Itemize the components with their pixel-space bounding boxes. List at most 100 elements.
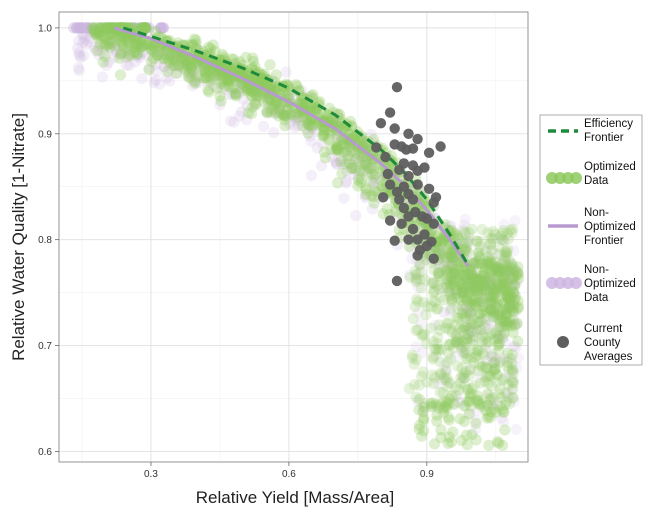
non-optimized-point xyxy=(158,61,170,73)
optimized-point xyxy=(410,324,422,337)
optimized-point xyxy=(247,52,259,64)
optimized-point xyxy=(488,334,500,346)
optimized-point xyxy=(451,312,463,324)
optimized-point xyxy=(497,270,509,282)
optimized-point xyxy=(461,332,473,344)
non-optimized-point xyxy=(445,253,457,265)
non-optimized-point xyxy=(139,22,151,34)
optimized-point xyxy=(483,257,495,269)
optimized-point xyxy=(418,401,430,414)
optimized-point xyxy=(496,303,508,315)
optimized-point xyxy=(109,29,121,41)
non-optimized-point xyxy=(508,395,520,407)
optimized-point xyxy=(285,108,297,120)
optimized-point xyxy=(431,280,443,292)
non-optimized-point xyxy=(81,22,93,34)
optimized-point xyxy=(441,402,453,414)
non-optimized-point xyxy=(446,284,458,296)
optimized-point xyxy=(148,46,160,58)
optimized-point xyxy=(485,290,497,302)
optimized-point xyxy=(490,327,502,339)
non-optimized-point xyxy=(77,36,89,49)
non-optimized-point xyxy=(498,218,510,230)
non-optimized-point xyxy=(264,80,276,92)
non-optimized-point xyxy=(254,69,266,81)
non-optimized-point xyxy=(510,423,522,435)
optimized-point xyxy=(450,284,462,296)
optimized-point xyxy=(475,273,487,285)
optimized-point xyxy=(509,319,521,331)
optimized-point xyxy=(368,191,380,203)
optimized-point xyxy=(200,72,213,84)
optimized-point xyxy=(223,80,235,92)
optimized-point xyxy=(305,101,317,113)
optimized-point xyxy=(467,257,479,269)
non-optimized-point xyxy=(478,278,490,290)
optimized-point xyxy=(139,39,151,51)
non-optimized-point xyxy=(457,304,469,316)
optimized-point xyxy=(246,85,258,98)
non-optimized-point xyxy=(504,300,517,312)
optimized-point xyxy=(434,386,446,398)
optimized-point xyxy=(357,166,369,178)
non-optimized-point xyxy=(505,258,518,270)
optimized-point xyxy=(446,326,458,338)
non-optimized-point xyxy=(195,60,207,72)
non-optimized-point xyxy=(158,22,170,34)
optimized-point xyxy=(121,35,133,47)
optimized-point xyxy=(364,163,376,175)
non-optimized-point xyxy=(366,203,378,215)
optimized-point xyxy=(504,299,516,311)
optimized-point xyxy=(353,156,365,168)
optimized-point xyxy=(323,102,335,114)
optimized-point xyxy=(360,184,372,196)
optimized-point xyxy=(475,377,487,389)
optimized-point xyxy=(499,284,511,296)
non-optimized-point xyxy=(498,415,510,427)
optimized-point xyxy=(184,67,196,79)
non-optimized-point xyxy=(441,363,453,375)
non-optimized-point xyxy=(77,29,89,41)
optimized-point xyxy=(98,30,110,42)
non-optimized-point xyxy=(331,158,343,170)
optimized-point xyxy=(443,247,455,260)
non-optimized-point xyxy=(93,49,105,61)
optimized-point xyxy=(117,30,129,42)
optimized-point xyxy=(367,164,380,177)
optimized-point xyxy=(503,316,515,328)
optimized-point xyxy=(502,291,514,303)
optimized-point xyxy=(139,22,151,34)
optimized-point xyxy=(482,362,494,374)
optimized-point xyxy=(460,237,472,249)
non-optimized-point xyxy=(150,74,162,86)
non-optimized-point xyxy=(268,127,280,139)
non-optimized-point xyxy=(207,71,219,83)
optimized-point xyxy=(323,113,335,125)
optimized-point xyxy=(506,320,518,332)
non-optimized-point xyxy=(499,267,511,279)
optimized-point xyxy=(506,348,519,360)
non-optimized-point xyxy=(442,258,454,270)
optimized-point xyxy=(494,356,506,368)
non-optimized-point xyxy=(485,351,497,363)
non-optimized-point xyxy=(170,51,182,63)
non-optimized-point xyxy=(234,83,246,95)
optimized-point xyxy=(215,78,227,90)
optimized-point xyxy=(507,377,519,389)
optimized-point xyxy=(417,414,430,427)
optimized-point xyxy=(445,303,457,315)
non-optimized-point xyxy=(108,52,120,64)
y-tick-label: 0.6 xyxy=(38,447,52,458)
optimized-point xyxy=(493,305,505,317)
optimized-point xyxy=(491,369,503,381)
optimized-point xyxy=(467,331,479,343)
non-optimized-point xyxy=(490,301,502,313)
optimized-point xyxy=(500,264,512,276)
optimized-point xyxy=(149,25,161,37)
optimized-point xyxy=(240,85,252,97)
optimized-point xyxy=(497,234,509,246)
optimized-point xyxy=(95,30,107,42)
optimized-point xyxy=(504,293,516,305)
non-optimized-point xyxy=(368,171,380,183)
non-optimized-point xyxy=(495,259,507,271)
